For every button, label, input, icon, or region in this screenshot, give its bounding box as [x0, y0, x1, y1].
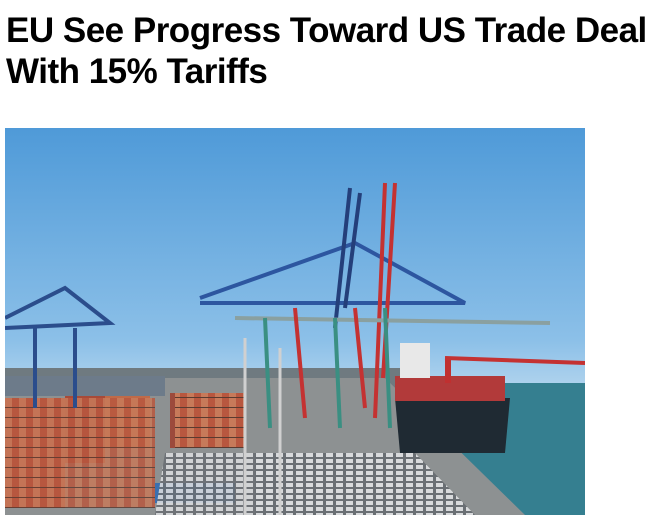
container-stacks: [5, 376, 245, 508]
container-ship: [395, 343, 510, 453]
parked-cars: [255, 453, 475, 515]
port-scene: [5, 182, 585, 515]
article-photo-container-port[interactable]: [5, 128, 585, 515]
gantry-cranes: [5, 182, 585, 515]
article-headline[interactable]: EU See Progress Toward US Trade Deal Wit…: [6, 11, 647, 91]
